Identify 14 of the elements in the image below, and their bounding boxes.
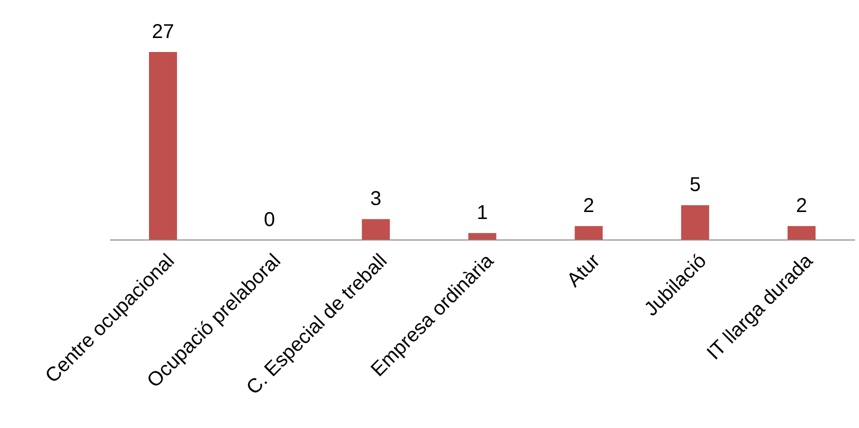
data-label: 27 — [152, 21, 174, 43]
bar — [788, 226, 816, 240]
x-tick-label: Atur — [562, 250, 605, 292]
bar — [681, 205, 710, 240]
data-label: 2 — [583, 195, 594, 218]
bar — [574, 226, 603, 240]
data-label: 0 — [264, 209, 275, 231]
data-label: 2 — [796, 195, 808, 218]
bar — [149, 52, 177, 240]
data-label: 1 — [476, 202, 488, 224]
bar — [468, 233, 496, 240]
data-label: 3 — [370, 188, 382, 210]
bar — [362, 219, 390, 240]
data-label: 5 — [690, 174, 701, 196]
